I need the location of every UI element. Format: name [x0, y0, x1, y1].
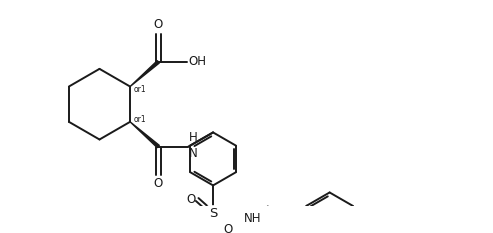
Text: H: H: [189, 131, 198, 144]
Text: or1: or1: [134, 115, 146, 124]
Text: O: O: [224, 223, 233, 233]
Polygon shape: [130, 61, 159, 86]
Text: O: O: [186, 193, 195, 206]
Text: or1: or1: [134, 85, 146, 94]
Text: OH: OH: [188, 55, 207, 68]
Text: O: O: [154, 18, 163, 31]
Text: O: O: [154, 178, 163, 190]
Text: NH: NH: [244, 212, 261, 226]
Text: S: S: [209, 207, 217, 220]
Text: N: N: [189, 147, 198, 161]
Polygon shape: [130, 122, 159, 148]
